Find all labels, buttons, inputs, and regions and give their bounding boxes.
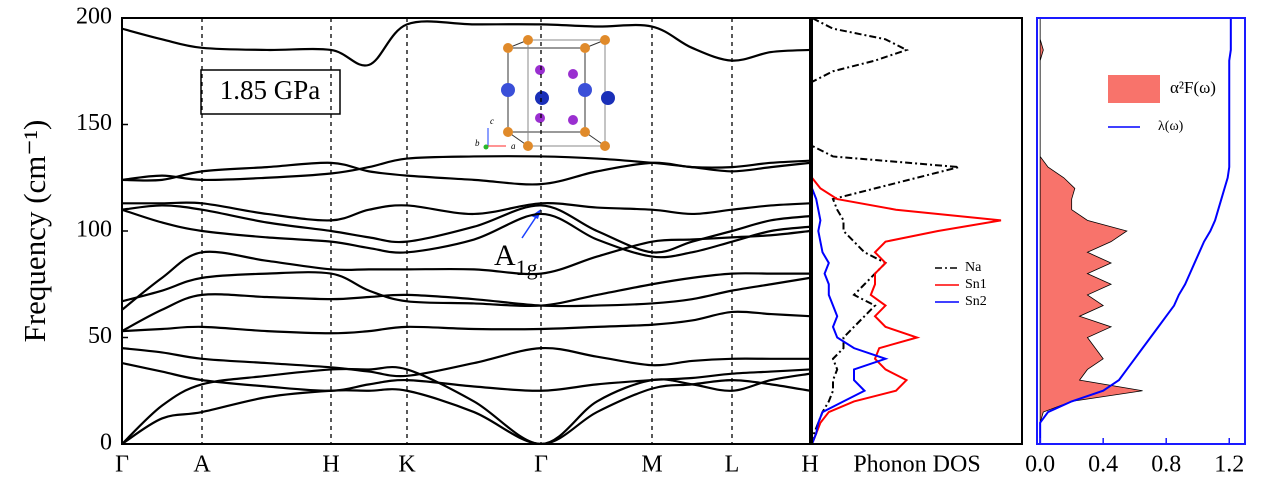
y-tick-label: 200 (76, 4, 112, 30)
band (122, 210, 810, 257)
x-tick-label: Γ (534, 452, 548, 478)
band (122, 21, 810, 65)
band (122, 348, 810, 376)
figure: c a b 1.85 GPa A1g Frequency (cm⁻¹) Phon… (0, 0, 1271, 485)
axis-dot (484, 145, 489, 150)
atom (523, 35, 533, 45)
inset-axis-label: c (490, 116, 494, 126)
x-tick-label: 0.8 (1151, 452, 1181, 478)
atom (601, 91, 615, 105)
y-tick-label: 150 (76, 110, 112, 136)
y-tick-label: 0 (100, 430, 112, 456)
inset-axis-label: a (511, 141, 516, 151)
atom (535, 65, 545, 75)
legend-label: Na (965, 260, 982, 275)
mode-label-main: A (494, 239, 516, 272)
page: {"chart_data": [ {"type": "line", "ylabe… (0, 0, 1271, 485)
band (122, 278, 810, 331)
x-tick-label: 0.4 (1088, 452, 1118, 478)
band (122, 161, 810, 185)
curve (812, 18, 1001, 444)
atom (580, 43, 590, 53)
y-tick-label: 50 (88, 323, 112, 349)
frame (812, 18, 1022, 444)
legend-label: Sn1 (965, 277, 987, 292)
legend-swatch (1108, 75, 1160, 103)
atom (503, 127, 513, 137)
crystal-inset (484, 35, 616, 151)
x-tick-label: 0.0 (1025, 452, 1055, 478)
legend-label: Sn2 (965, 294, 987, 309)
pressure-label: 1.85 GPa (220, 75, 321, 105)
curve (812, 18, 886, 444)
x-tick-label: Γ (115, 452, 129, 478)
atom (503, 43, 513, 53)
x-tick-label: 1.2 (1214, 452, 1244, 478)
atom (600, 141, 610, 151)
x-tick-label: L (725, 452, 740, 478)
legend-label: α²F(ω) (1170, 78, 1216, 97)
inset-axis-label: b (475, 138, 480, 148)
x-tick-label: H (801, 452, 818, 478)
band (122, 380, 810, 444)
atom (523, 141, 533, 151)
legend-label: λ(ω) (1158, 119, 1184, 134)
y-axis-label: Frequency (cm⁻¹) (17, 120, 52, 343)
atom (535, 91, 549, 105)
x-tick-label: A (193, 452, 211, 478)
atom (535, 113, 545, 123)
x-tick-label: H (322, 452, 339, 478)
mode-label-sub: 1g (516, 255, 538, 280)
band (122, 156, 810, 180)
plot-area (812, 18, 1001, 444)
atom (600, 35, 610, 45)
atom (568, 115, 578, 125)
x-axis-label: Phonon DOS (853, 452, 980, 478)
y-tick-label: 100 (76, 217, 112, 243)
band (122, 312, 810, 334)
x-tick-label: M (641, 452, 662, 478)
atom (578, 83, 592, 97)
x-tick-label: K (398, 452, 416, 478)
band (122, 272, 810, 306)
atom (568, 69, 578, 79)
band (122, 203, 810, 221)
atom (501, 83, 515, 97)
atom (580, 127, 590, 137)
